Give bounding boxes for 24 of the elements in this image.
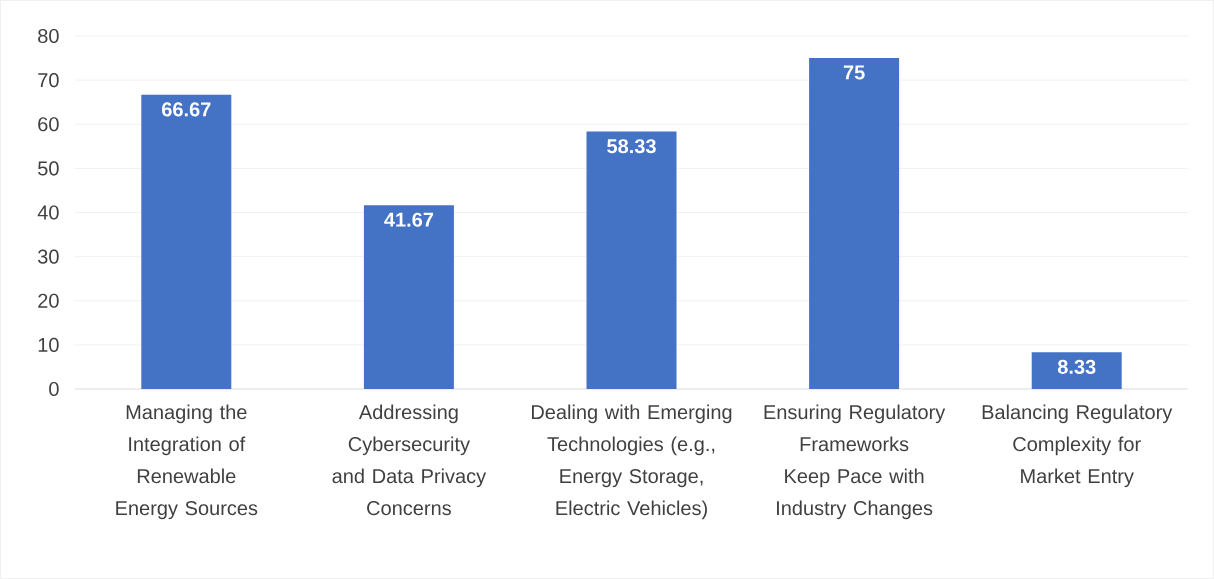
bar bbox=[586, 131, 677, 389]
data-label: 66.67 bbox=[162, 102, 211, 117]
bar bbox=[363, 205, 454, 389]
y-tick-label: 70 bbox=[38, 73, 59, 88]
y-tick-label: 10 bbox=[38, 337, 59, 352]
x-tick-label: Addressing Cybersecurity and Data Privacy Concerns bbox=[332, 404, 487, 516]
y-tick-label: 20 bbox=[38, 293, 59, 308]
y-tick-label: 50 bbox=[38, 161, 59, 176]
bar bbox=[809, 58, 900, 389]
bar bbox=[141, 94, 232, 389]
y-tick-label: 0 bbox=[49, 381, 59, 397]
y-tick-label: 60 bbox=[38, 117, 59, 132]
x-tick-label: Dealing with Emerging Technologies (e.g., Energy Storage, Electric Vehicles) bbox=[531, 404, 732, 520]
data-label: 75 bbox=[843, 65, 865, 80]
y-tick-label: 80 bbox=[38, 28, 59, 44]
x-tick-label: Balancing Regulatory Complexity for Market Entry bbox=[982, 404, 1173, 488]
data-label: 8.33 bbox=[1057, 359, 1096, 374]
bar bbox=[1031, 352, 1122, 389]
x-tick-label: Ensuring Regulatory Frameworks Keep Pace with Industry Changes bbox=[764, 404, 946, 520]
y-tick-label: 30 bbox=[38, 249, 59, 264]
x-tick-label: Managing the Integration of Renewable Energy Sources bbox=[116, 404, 258, 520]
y-tick-label: 40 bbox=[37, 205, 59, 220]
data-label: 58.33 bbox=[607, 139, 656, 154]
data-label: 41.67 bbox=[384, 212, 434, 227]
